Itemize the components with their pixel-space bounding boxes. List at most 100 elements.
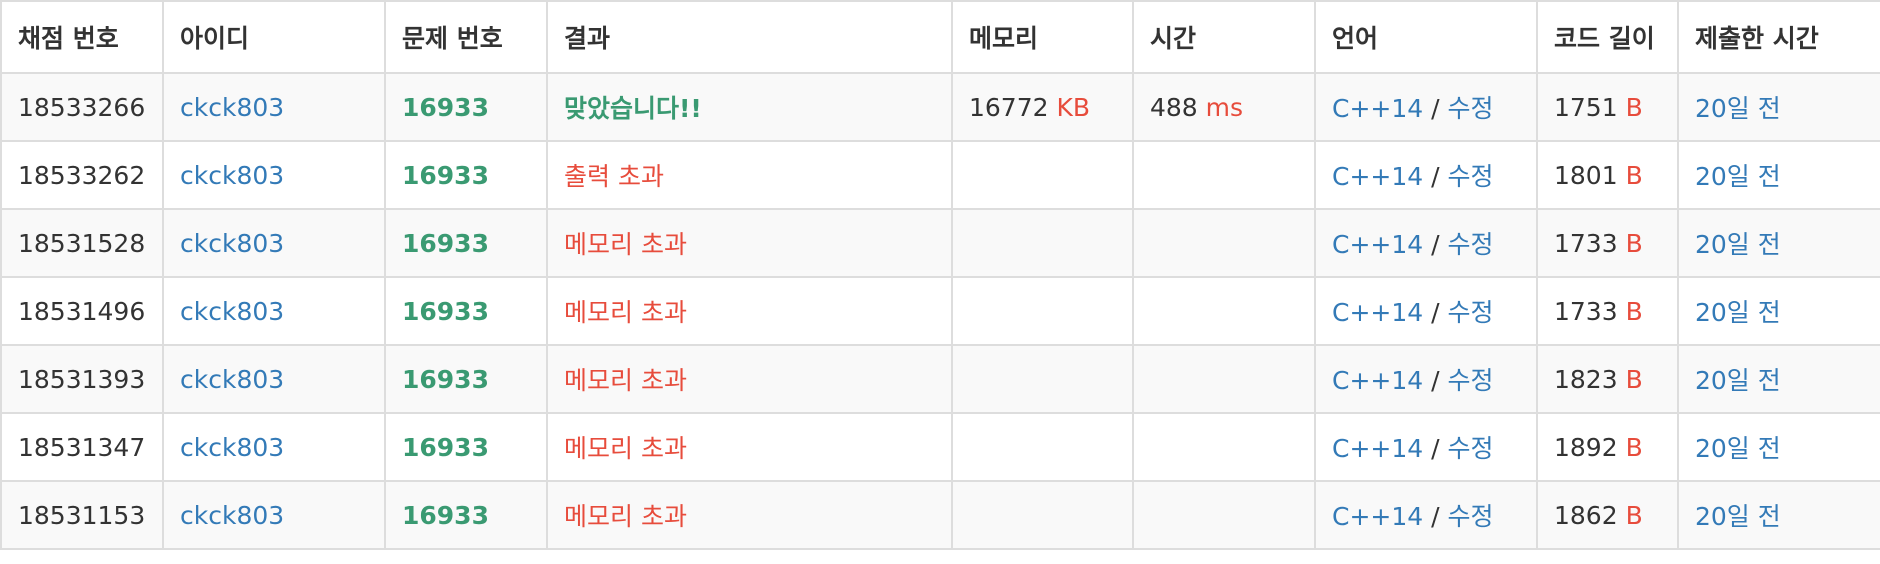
submission-status-table: 채점 번호 아이디 문제 번호 결과 메모리 시간 언어 코드 길이 제출한 시… [0,0,1880,550]
cell-code-length: 1862 B [1536,480,1679,550]
language-separator: / [1431,230,1440,259]
submitted-time-link[interactable]: 20일 전 [1695,502,1781,531]
edit-code-link[interactable]: 수정 [1447,298,1494,327]
cell-problem-id: 16933 [384,480,548,550]
cell-submission-id: 18531153 [0,480,164,550]
problem-link[interactable]: 16933 [402,432,489,462]
cell-submission-id: 18533266 [0,72,164,142]
user-link[interactable]: ckck803 [180,228,285,258]
result-text: 메모리 초과 [564,230,687,259]
cell-memory [951,412,1134,482]
cell-memory [951,480,1134,550]
code-length-unit: B [1625,432,1643,462]
submitted-time-link[interactable]: 20일 전 [1695,434,1781,463]
cell-time [1132,208,1316,278]
edit-code-link[interactable]: 수정 [1447,502,1494,531]
header-submitted-time: 제출한 시간 [1677,0,1880,74]
language-link[interactable]: C++14 [1332,434,1424,463]
problem-link[interactable]: 16933 [402,500,489,530]
cell-submission-id: 18531496 [0,276,164,346]
cell-submission-id: 18533262 [0,140,164,210]
cell-submission-id: 18531393 [0,344,164,414]
cell-code-length: 1751 B [1536,72,1679,142]
code-length-value: 1862 [1554,500,1618,530]
language-separator: / [1431,502,1440,531]
cell-submitted-time: 20일 전 [1677,276,1880,346]
code-length-unit: B [1625,296,1643,326]
memory-unit: KB [1056,92,1091,122]
user-link[interactable]: ckck803 [180,432,285,462]
table-row: 18531347 ckck803 16933 메모리 초과 C++14 / 수정 189… [0,412,1880,482]
submitted-time-link[interactable]: 20일 전 [1695,230,1781,259]
code-length-value: 1733 [1554,296,1618,326]
code-length-unit: B [1625,500,1643,530]
table-row: 18531153 ckck803 16933 메모리 초과 C++14 / 수정 186… [0,480,1880,550]
problem-link[interactable]: 16933 [402,228,489,258]
submitted-time-link[interactable]: 20일 전 [1695,94,1781,123]
cell-problem-id: 16933 [384,140,548,210]
result-text: 메모리 초과 [564,366,687,395]
submitted-time-link[interactable]: 20일 전 [1695,366,1781,395]
cell-result: 메모리 초과 [546,412,953,482]
table-row: 18531496 ckck803 16933 메모리 초과 C++14 / 수정 173… [0,276,1880,346]
cell-result: 메모리 초과 [546,480,953,550]
cell-language: C++14 / 수정 [1314,276,1538,346]
result-text: 출력 초과 [564,162,664,191]
language-link[interactable]: C++14 [1332,94,1424,123]
header-submission-id: 채점 번호 [0,0,164,74]
header-user-id: 아이디 [162,0,386,74]
header-code-length: 코드 길이 [1536,0,1679,74]
problem-link[interactable]: 16933 [402,92,489,122]
cell-language: C++14 / 수정 [1314,480,1538,550]
edit-code-link[interactable]: 수정 [1447,230,1494,259]
edit-code-link[interactable]: 수정 [1447,434,1494,463]
header-problem-id: 문제 번호 [384,0,548,74]
edit-code-link[interactable]: 수정 [1447,366,1494,395]
language-link[interactable]: C++14 [1332,502,1424,531]
cell-user-id: ckck803 [162,72,386,142]
cell-result: 메모리 초과 [546,276,953,346]
code-length-unit: B [1625,228,1643,258]
code-length-value: 1733 [1554,228,1618,258]
cell-language: C++14 / 수정 [1314,140,1538,210]
problem-link[interactable]: 16933 [402,364,489,394]
cell-submitted-time: 20일 전 [1677,480,1880,550]
cell-memory: 16772 KB [951,72,1134,142]
language-link[interactable]: C++14 [1332,366,1424,395]
code-length-value: 1823 [1554,364,1618,394]
cell-time [1132,412,1316,482]
user-link[interactable]: ckck803 [180,500,285,530]
cell-time [1132,344,1316,414]
cell-language: C++14 / 수정 [1314,412,1538,482]
user-link[interactable]: ckck803 [180,364,285,394]
edit-code-link[interactable]: 수정 [1447,94,1494,123]
result-text: 메모리 초과 [564,502,687,531]
submitted-time-link[interactable]: 20일 전 [1695,162,1781,191]
submitted-time-link[interactable]: 20일 전 [1695,298,1781,327]
language-separator: / [1431,434,1440,463]
user-link[interactable]: ckck803 [180,296,285,326]
code-length-unit: B [1625,160,1643,190]
language-link[interactable]: C++14 [1332,298,1424,327]
language-link[interactable]: C++14 [1332,230,1424,259]
user-link[interactable]: ckck803 [180,160,285,190]
table-row: 18533266 ckck803 16933 맞았습니다!! 16772 KB 488 m… [0,72,1880,142]
cell-submission-id: 18531347 [0,412,164,482]
cell-memory [951,344,1134,414]
problem-link[interactable]: 16933 [402,160,489,190]
cell-language: C++14 / 수정 [1314,344,1538,414]
language-link[interactable]: C++14 [1332,162,1424,191]
result-text: 메모리 초과 [564,298,687,327]
cell-problem-id: 16933 [384,72,548,142]
result-text: 메모리 초과 [564,434,687,463]
user-link[interactable]: ckck803 [180,92,285,122]
cell-time [1132,140,1316,210]
code-length-value: 1751 [1554,92,1618,122]
edit-code-link[interactable]: 수정 [1447,162,1494,191]
cell-user-id: ckck803 [162,344,386,414]
table-row: 18531393 ckck803 16933 메모리 초과 C++14 / 수정 182… [0,344,1880,414]
language-separator: / [1431,366,1440,395]
problem-link[interactable]: 16933 [402,296,489,326]
language-separator: / [1431,298,1440,327]
code-length-value: 1801 [1554,160,1618,190]
